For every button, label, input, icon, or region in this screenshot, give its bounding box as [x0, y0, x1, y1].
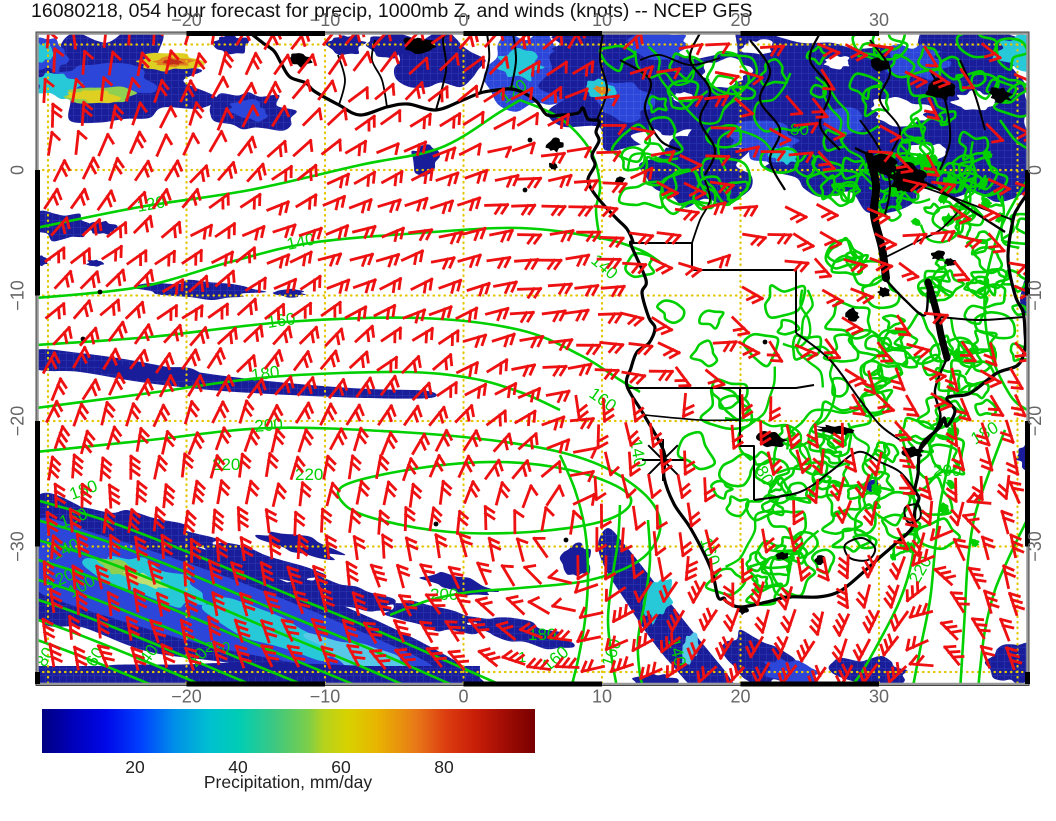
svg-text:180: 180 [528, 625, 556, 644]
svg-text:80: 80 [790, 120, 809, 139]
svg-text:0: 0 [8, 165, 28, 175]
svg-text:−20: −20 [1025, 406, 1045, 437]
svg-text:20: 20 [730, 10, 750, 30]
svg-text:−20: −20 [171, 687, 202, 707]
svg-text:200: 200 [933, 461, 961, 480]
svg-text:−30: −30 [8, 531, 28, 562]
svg-text:−10: −10 [8, 280, 28, 311]
svg-text:30: 30 [869, 10, 889, 30]
svg-text:20: 20 [730, 687, 750, 707]
svg-text:40: 40 [228, 757, 248, 777]
svg-text:80: 80 [434, 757, 454, 777]
svg-text:16080218, 054 hour forecast fo: 16080218, 054 hour forecast for precip, … [31, 0, 753, 22]
svg-text:−10: −10 [310, 687, 341, 707]
svg-text:Precipitation, mm/day: Precipitation, mm/day [204, 772, 373, 792]
svg-text:0: 0 [458, 687, 468, 707]
svg-text:0: 0 [1025, 165, 1045, 175]
svg-text:20: 20 [125, 757, 145, 777]
svg-text:0: 0 [458, 10, 468, 30]
svg-text:−10: −10 [1025, 280, 1045, 311]
svg-text:−10: −10 [310, 10, 341, 30]
svg-text:60: 60 [331, 757, 351, 777]
svg-text:10: 10 [592, 10, 612, 30]
svg-text:−30: −30 [1025, 531, 1045, 562]
svg-text:10: 10 [592, 687, 612, 707]
svg-text:30: 30 [869, 687, 889, 707]
svg-text:180: 180 [250, 362, 281, 385]
svg-text:160: 160 [266, 309, 297, 332]
svg-text:−20: −20 [8, 406, 28, 437]
svg-text:−20: −20 [171, 10, 202, 30]
